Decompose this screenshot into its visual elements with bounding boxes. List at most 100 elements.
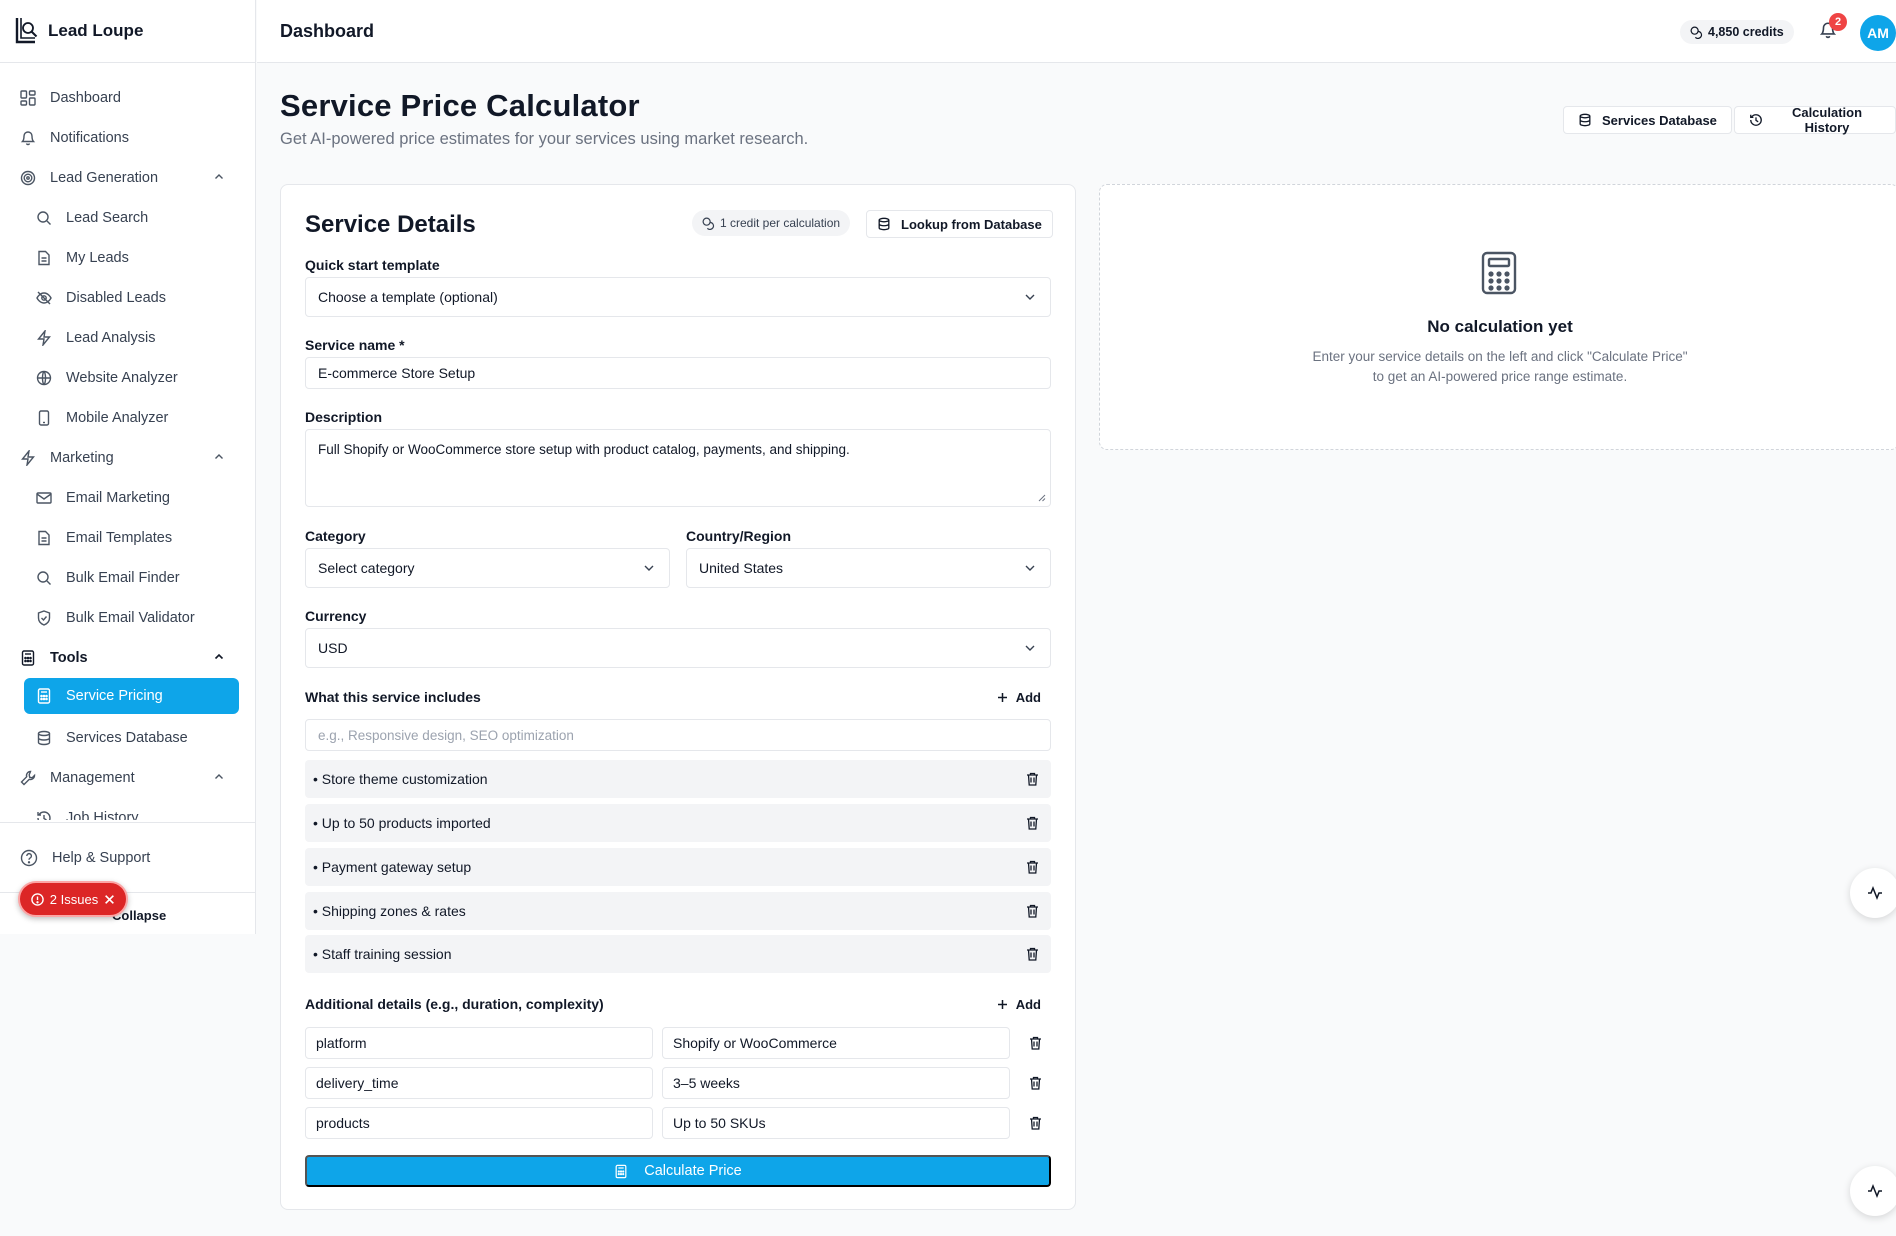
collapse-button[interactable]: Collapse [0, 893, 255, 937]
sidebar-item-label: Lead Generation [50, 170, 159, 186]
trash-icon[interactable] [1026, 904, 1039, 918]
calculate-price-button[interactable]: Calculate Price [305, 1155, 1051, 1187]
shield-check-icon [36, 610, 52, 626]
add-include-button[interactable]: Add [997, 690, 1041, 705]
sidebar-item-email-marketing[interactable]: Email Marketing [0, 478, 255, 518]
chevron-up-icon[interactable] [213, 171, 225, 183]
credits-badge[interactable]: 4,850 credits [1680, 20, 1794, 44]
detail-key-input[interactable]: products [305, 1107, 653, 1139]
issues-badge[interactable]: 2 Issues [18, 881, 128, 917]
header-title: Dashboard [280, 21, 375, 41]
category-select[interactable]: Select category [305, 548, 670, 588]
services-database-button[interactable]: Services Database [1563, 106, 1732, 134]
credits-label: 4,850 credits [1708, 25, 1784, 39]
input-value: Up to 50 SKUs [673, 1115, 766, 1131]
avatar[interactable]: AM [1860, 15, 1896, 51]
sidebar-section-marketing[interactable]: Marketing [0, 438, 255, 478]
template-label: Quick start template [305, 257, 440, 273]
lead-loupe-logo-icon [14, 16, 40, 46]
include-item-label: • Store theme customization [313, 771, 488, 787]
plus-icon [997, 999, 1008, 1010]
search-icon [36, 210, 52, 226]
chevron-up-icon[interactable] [213, 451, 225, 463]
button-label: Calculate Price [644, 1163, 742, 1179]
category-label: Category [305, 528, 366, 544]
sidebar-item-help[interactable]: Help & Support [0, 823, 255, 893]
sidebar-item-label: Bulk Email Finder [66, 570, 180, 586]
trash-icon[interactable] [1026, 816, 1039, 830]
activity-button[interactable] [1850, 1166, 1896, 1216]
sidebar-item-my-leads[interactable]: My Leads [0, 238, 255, 278]
lookup-database-button[interactable]: Lookup from Database [866, 210, 1053, 238]
service-name-input[interactable]: E-commerce Store Setup [305, 357, 1051, 389]
add-detail-button[interactable]: Add [997, 997, 1041, 1012]
bell-icon [20, 130, 36, 146]
sidebar-item-website-analyzer[interactable]: Website Analyzer [0, 358, 255, 398]
chevron-up-icon[interactable] [213, 651, 225, 663]
sidebar-section-lead-generation[interactable]: Lead Generation [0, 158, 255, 198]
input-value: E-commerce Store Setup [318, 365, 476, 381]
sidebar: Lead Loupe Dashboard Notifications Lead … [0, 0, 256, 934]
sidebar-item-mobile-analyzer[interactable]: Mobile Analyzer [0, 398, 255, 438]
app-name: Lead Loupe [48, 21, 144, 40]
wrench-icon [20, 770, 36, 786]
trash-icon[interactable] [1029, 1076, 1042, 1090]
include-item-label: • Staff training session [313, 946, 452, 962]
include-item: • Staff training session [305, 935, 1051, 973]
bell-icon[interactable] [1819, 21, 1837, 39]
sidebar-item-disabled-leads[interactable]: Disabled Leads [0, 278, 255, 318]
detail-key-input[interactable]: platform [305, 1027, 653, 1059]
chevron-down-icon [1024, 563, 1036, 573]
close-icon[interactable] [104, 894, 115, 905]
sidebar-item-bulk-email-finder[interactable]: Bulk Email Finder [0, 558, 255, 598]
detail-value-input[interactable]: Shopify or WooCommerce [662, 1027, 1010, 1059]
country-select[interactable]: United States [686, 548, 1051, 588]
sidebar-item-service-pricing[interactable]: Service Pricing [24, 678, 239, 714]
activity-button[interactable] [1850, 868, 1896, 918]
include-input[interactable]: e.g., Responsive design, SEO optimizatio… [305, 719, 1051, 751]
trash-icon[interactable] [1026, 772, 1039, 786]
calculator-icon [1479, 251, 1519, 295]
lightning-icon [20, 450, 36, 466]
sidebar-item-bulk-email-validator[interactable]: Bulk Email Validator [0, 598, 255, 638]
resize-handle-icon[interactable] [1037, 493, 1046, 502]
coins-icon [702, 217, 715, 230]
plus-icon [997, 692, 1008, 703]
sidebar-item-label: Lead Search [66, 210, 149, 226]
app-logo[interactable]: Lead Loupe [0, 0, 255, 63]
sidebar-item-job-history[interactable]: Job History [0, 798, 255, 820]
trash-icon[interactable] [1029, 1036, 1042, 1050]
sidebar-section-management[interactable]: Management [0, 758, 255, 798]
currency-select[interactable]: USD [305, 628, 1051, 668]
button-label: Add [1015, 690, 1041, 705]
sidebar-item-notifications[interactable]: Notifications [0, 118, 255, 158]
sidebar-item-label: Dashboard [50, 90, 121, 106]
chevron-up-icon[interactable] [213, 771, 225, 783]
database-icon [36, 730, 52, 746]
select-value: United States [699, 560, 784, 576]
collapse-label: Collapse [112, 907, 167, 923]
sidebar-item-label: Email Templates [66, 530, 173, 546]
sidebar-item-services-database[interactable]: Services Database [0, 718, 255, 758]
detail-value-input[interactable]: 3–5 weeks [662, 1067, 1010, 1099]
sidebar-item-lead-search[interactable]: Lead Search [0, 198, 255, 238]
include-item: • Store theme customization [305, 760, 1051, 798]
description-textarea[interactable]: Full Shopify or WooCommerce store setup … [305, 429, 1051, 507]
trash-icon[interactable] [1026, 860, 1039, 874]
sidebar-item-lead-analysis[interactable]: Lead Analysis [0, 318, 255, 358]
sidebar-section-tools[interactable]: Tools [0, 638, 255, 678]
detail-value-input[interactable]: Up to 50 SKUs [662, 1107, 1010, 1139]
sidebar-item-email-templates[interactable]: Email Templates [0, 518, 255, 558]
calculation-history-button[interactable]: Calculation History [1734, 105, 1896, 135]
trash-icon[interactable] [1029, 1116, 1042, 1130]
detail-key-input[interactable]: delivery_time [305, 1067, 653, 1099]
sidebar-item-label: Notifications [50, 130, 129, 146]
credit-cost-pill: 1 credit per calculation [692, 210, 851, 236]
input-value: platform [316, 1035, 367, 1051]
sidebar-item-dashboard[interactable]: Dashboard [0, 78, 255, 118]
sidebar-item-label: Marketing [50, 450, 114, 466]
template-select[interactable]: Choose a template (optional) [305, 277, 1051, 317]
trash-icon[interactable] [1026, 947, 1039, 961]
button-label: Lookup from Database [901, 216, 1042, 232]
sidebar-item-label: Mobile Analyzer [66, 410, 169, 426]
